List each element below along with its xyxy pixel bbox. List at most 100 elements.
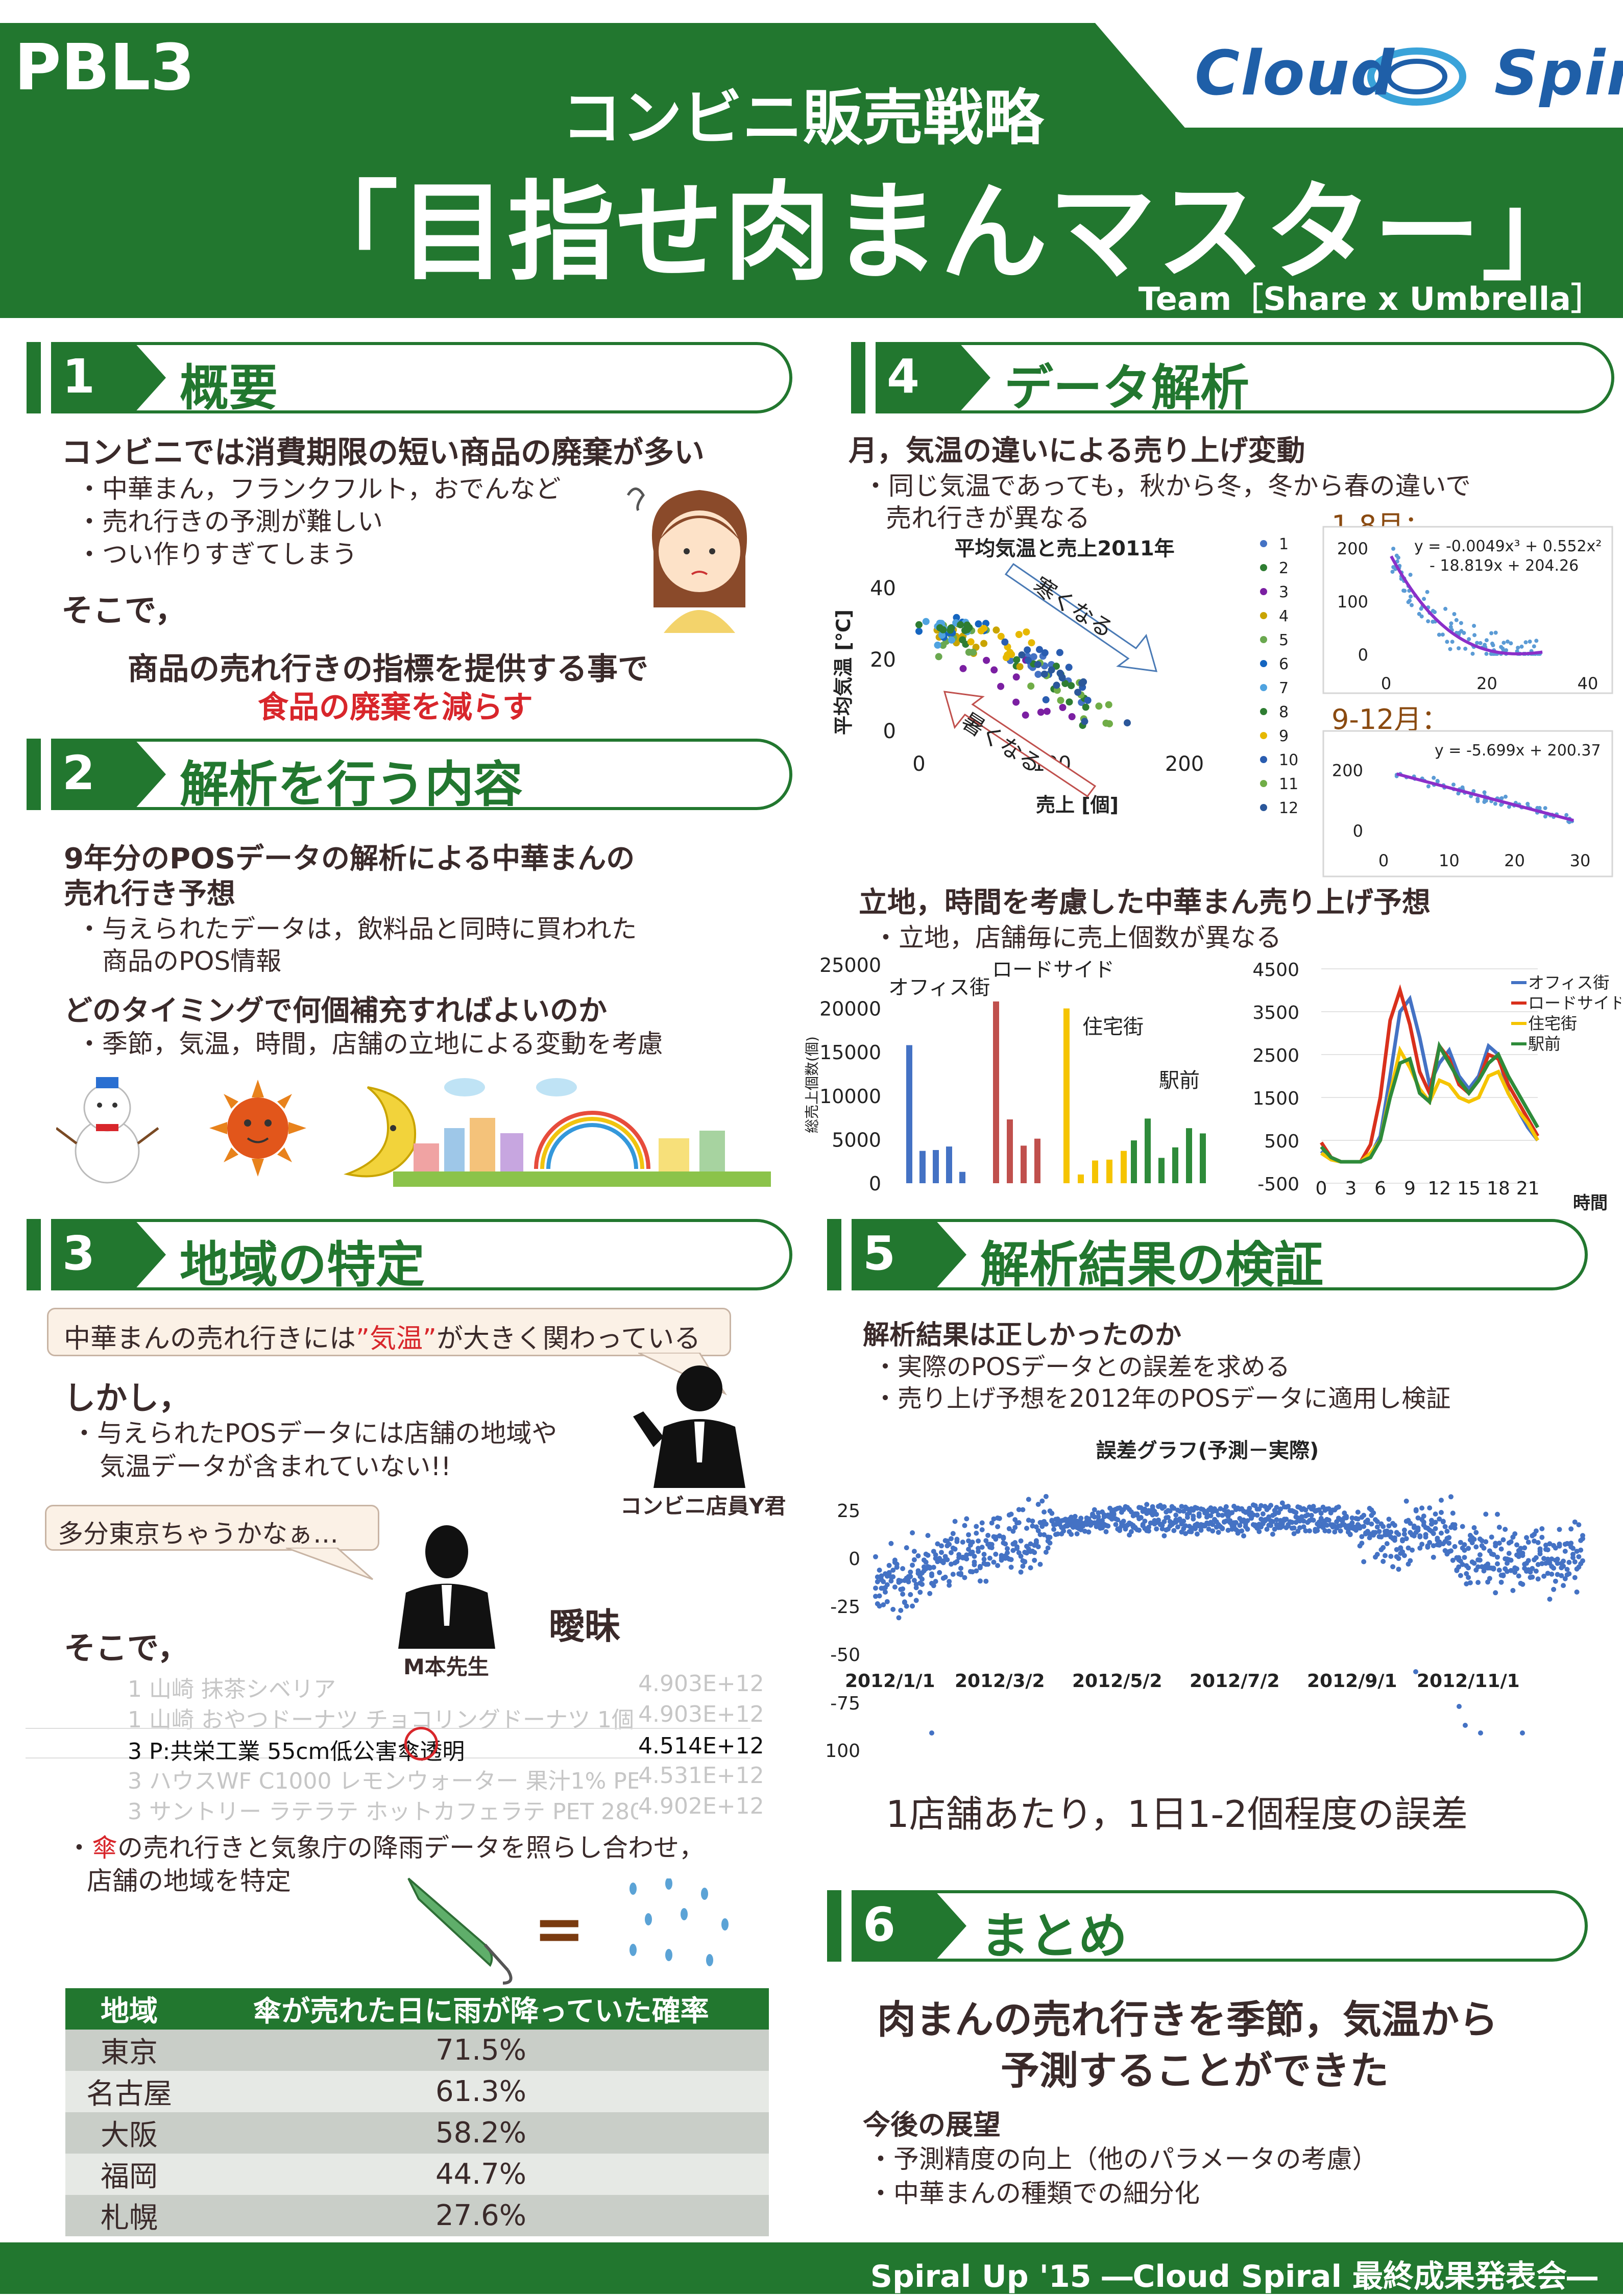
data-point xyxy=(1478,641,1483,645)
data-point xyxy=(1491,1566,1496,1572)
section-title: 地域の特定 xyxy=(180,1236,425,1293)
y-tick-label: 10000 xyxy=(819,1085,881,1108)
data-point xyxy=(1535,1562,1541,1567)
bubble-text-post: が大きく関わっている xyxy=(436,1324,701,1354)
data-point xyxy=(1429,1521,1434,1527)
data-point xyxy=(1018,1553,1024,1559)
data-point xyxy=(1272,1526,1277,1532)
section-title: 解析結果の検証 xyxy=(980,1236,1323,1293)
data-point xyxy=(997,682,1005,690)
data-point xyxy=(1183,1523,1189,1529)
data-point xyxy=(983,1578,989,1584)
data-point xyxy=(888,1541,894,1546)
pos-row: 1 山崎 おやつドーナツ チョコリングドーナツ 1個 4.903E+12 xyxy=(128,1701,764,1733)
s2-bullet-2: ・季節，気温，時間，店舗の立地による変動を考慮 xyxy=(77,1029,663,1059)
s6-future-1: ・予測精度の向上（他のパラメータの考慮） xyxy=(868,2144,1378,2174)
bubble-text-key: ”気温” xyxy=(356,1324,437,1354)
data-point xyxy=(910,1530,915,1535)
data-point xyxy=(1481,1568,1487,1574)
data-point xyxy=(1440,632,1445,637)
data-point xyxy=(1181,1508,1186,1514)
data-point xyxy=(1225,1527,1231,1533)
data-point xyxy=(1092,1514,1097,1520)
data-point xyxy=(1005,1550,1010,1555)
data-point xyxy=(1008,1511,1014,1517)
data-point xyxy=(1530,1566,1535,1571)
y-tick-label: 1500 xyxy=(1252,1088,1299,1109)
data-point xyxy=(1499,802,1504,807)
data-point xyxy=(1519,644,1524,649)
table-row: 大阪 58.2% xyxy=(65,2112,769,2154)
data-point xyxy=(1471,1560,1477,1566)
data-point xyxy=(1493,801,1497,806)
y-tick-label: 200 xyxy=(1337,539,1368,558)
hot-annotation: 暑くなる xyxy=(957,707,1046,778)
data-point xyxy=(1367,1531,1372,1536)
data-point xyxy=(1233,1520,1239,1525)
data-point xyxy=(1326,1528,1331,1534)
data-point xyxy=(1030,1518,1035,1524)
data-point xyxy=(890,1606,896,1612)
data-point xyxy=(952,1546,958,1552)
data-point xyxy=(1332,1529,1338,1535)
data-point xyxy=(1061,680,1069,687)
data-point xyxy=(1561,1583,1566,1589)
data-point xyxy=(1427,1505,1433,1511)
x-tick-label: 12 xyxy=(1427,1178,1451,1199)
x-tick-label: 18 xyxy=(1487,1178,1510,1199)
bar xyxy=(1078,1174,1084,1183)
data-point xyxy=(1431,1554,1436,1560)
data-point xyxy=(1570,1552,1576,1557)
data-point xyxy=(1315,1528,1320,1533)
bar xyxy=(1158,1158,1165,1183)
data-point xyxy=(1035,1544,1041,1550)
data-point xyxy=(1146,1528,1151,1534)
data-point xyxy=(1496,1568,1502,1573)
data-point xyxy=(959,665,967,672)
teacher-label: M本先生 xyxy=(403,1654,489,1679)
data-point xyxy=(1493,1590,1498,1596)
vague-label: 曖昧 xyxy=(549,1605,620,1647)
y-tick-label: 200 xyxy=(1332,761,1363,780)
s6-future-2: ・中華まんの種類での細分化 xyxy=(868,2179,1200,2208)
bar xyxy=(933,1150,939,1183)
data-point xyxy=(1525,1558,1531,1564)
data-point xyxy=(964,1556,970,1561)
data-point xyxy=(1349,1515,1355,1521)
data-point xyxy=(1096,1510,1101,1516)
data-point xyxy=(1448,1548,1454,1554)
data-point xyxy=(1045,1545,1051,1551)
data-point xyxy=(1462,1542,1467,1548)
data-point xyxy=(1159,1526,1165,1532)
cold-annotation: 寒くなる xyxy=(1028,572,1118,643)
legend-label: 11 xyxy=(1279,775,1298,793)
data-point xyxy=(939,1550,944,1555)
data-point xyxy=(1401,1553,1407,1558)
data-point xyxy=(1037,709,1045,716)
data-point xyxy=(1510,1587,1516,1593)
data-point xyxy=(913,1598,919,1603)
data-point xyxy=(1256,1529,1262,1534)
data-point xyxy=(1462,1555,1467,1560)
data-point xyxy=(1475,1564,1481,1570)
s2-lead-line1: 9年分のPOSデータの解析による中華まんの xyxy=(64,842,635,875)
data-point xyxy=(1142,1519,1148,1524)
data-point xyxy=(1549,1571,1555,1577)
data-point xyxy=(1406,1545,1411,1551)
bar xyxy=(1172,1147,1178,1183)
data-point xyxy=(1373,1530,1378,1535)
data-point xyxy=(975,620,982,628)
data-point xyxy=(1467,1580,1473,1585)
y-tick-label: 0 xyxy=(849,1549,860,1570)
data-point xyxy=(1032,1557,1037,1563)
y-tick-label: 20000 xyxy=(819,998,881,1020)
data-point xyxy=(1482,790,1487,795)
data-point xyxy=(1406,600,1411,604)
data-point xyxy=(892,1584,898,1590)
data-point xyxy=(1184,1506,1190,1511)
data-point xyxy=(1057,697,1064,704)
data-point xyxy=(917,1590,923,1595)
data-point xyxy=(954,1539,960,1544)
legend-marker xyxy=(1260,540,1267,547)
x-tick-label: 0 xyxy=(912,752,925,776)
